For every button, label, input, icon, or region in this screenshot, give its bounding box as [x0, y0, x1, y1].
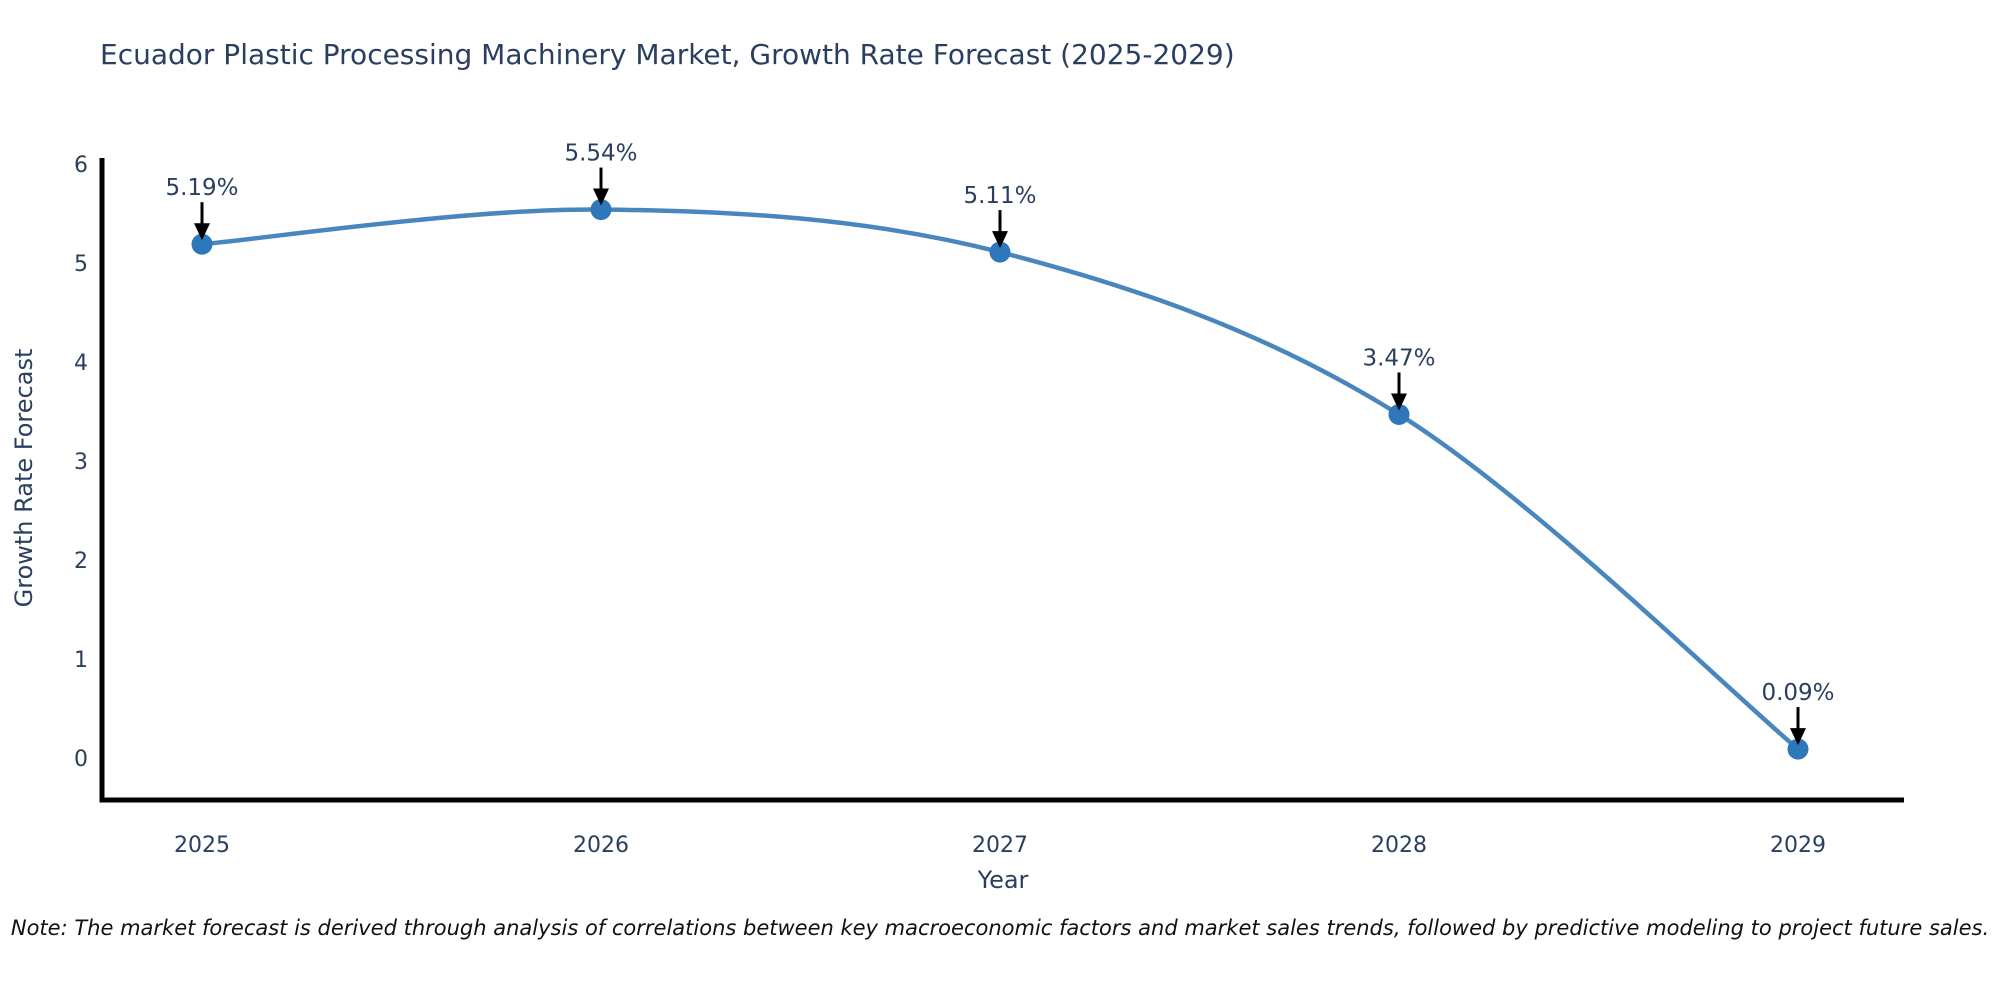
- y-axis-title: Growth Rate Forecast: [10, 349, 38, 608]
- y-tick-label: 5: [74, 252, 88, 277]
- annotation-arrow-head: [1391, 393, 1407, 411]
- annotation-arrow-head: [992, 231, 1008, 249]
- footnote: Note: The market forecast is derived thr…: [10, 916, 1990, 940]
- data-label-2029: 0.09%: [1761, 680, 1834, 706]
- data-point-2025[interactable]: [191, 233, 213, 255]
- data-label-2027: 5.11%: [963, 183, 1036, 209]
- data-label-2028: 3.47%: [1362, 345, 1435, 371]
- x-axis-title: Year: [977, 866, 1029, 894]
- y-tick-label: 1: [74, 648, 88, 673]
- data-point-2028[interactable]: [1388, 403, 1410, 425]
- y-tick-label: 0: [74, 747, 88, 772]
- x-tick-label: 2028: [1371, 833, 1427, 858]
- y-tick-label: 3: [74, 450, 88, 475]
- data-point-2026[interactable]: [590, 199, 612, 221]
- annotation-arrow-head: [1790, 728, 1806, 746]
- annotation-arrow-head: [593, 188, 609, 206]
- chart-title: Ecuador Plastic Processing Machinery Mar…: [100, 38, 1235, 71]
- data-point-2029[interactable]: [1787, 738, 1809, 760]
- data-point-2027[interactable]: [989, 241, 1011, 263]
- forecast-line: [199, 207, 1801, 752]
- x-tick-label: 2027: [972, 833, 1028, 858]
- data-label-2025: 5.19%: [165, 175, 238, 201]
- x-tick-label: 2025: [174, 833, 230, 858]
- x-tick-label: 2026: [573, 833, 629, 858]
- y-tick-label: 2: [74, 549, 88, 574]
- data-label-2026: 5.54%: [564, 141, 637, 167]
- x-tick-label: 2029: [1770, 833, 1826, 858]
- y-tick-label: 4: [74, 351, 88, 376]
- annotation-arrow-head: [194, 223, 210, 241]
- y-tick-label: 6: [74, 153, 88, 178]
